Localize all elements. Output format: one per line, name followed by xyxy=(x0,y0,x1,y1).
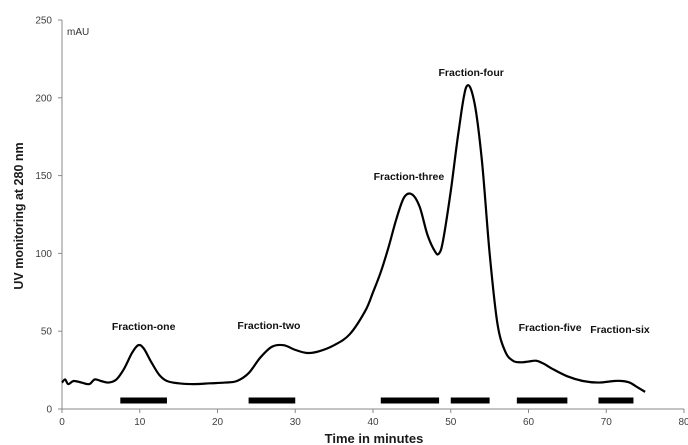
series-line-layer xyxy=(61,84,646,393)
y-tick-label: 150 xyxy=(35,171,52,182)
fraction-label: Fraction-two xyxy=(237,320,300,332)
fraction-bar xyxy=(380,397,440,404)
x-tick-label: 0 xyxy=(59,417,65,428)
y-axis-title: UV monitoring at 280 nm xyxy=(12,142,26,289)
fraction-bars xyxy=(120,397,634,404)
y-tick-label: 250 xyxy=(35,16,52,27)
y-tick-label: 50 xyxy=(41,327,53,338)
fraction-bar xyxy=(450,397,490,404)
fraction-label: Fraction-three xyxy=(374,171,445,183)
fraction-label: Fraction-six xyxy=(590,324,650,336)
x-tick-label: 50 xyxy=(445,417,457,428)
tick-labels: 0 10 20 30 40 50 60 70 80 0 50 100 150 200 250 xyxy=(35,16,688,429)
x-tick-label: 30 xyxy=(290,417,302,428)
series-line xyxy=(61,84,646,393)
y-tick-label: 100 xyxy=(35,249,52,260)
y-tick-label: 0 xyxy=(46,405,52,416)
fraction-label: Fraction-four xyxy=(439,67,504,79)
x-tick-label: 70 xyxy=(601,417,613,428)
fraction-bar xyxy=(120,397,167,404)
fraction-label: Fraction-five xyxy=(519,322,582,334)
x-tick-label: 10 xyxy=(134,417,146,428)
fraction-label: Fraction-one xyxy=(112,321,176,333)
fraction-bar xyxy=(598,397,634,404)
fraction-bar xyxy=(516,397,568,404)
y-tick-label: 200 xyxy=(35,93,52,104)
y-unit-label: mAU xyxy=(67,27,89,38)
x-tick-label: 20 xyxy=(212,417,224,428)
fraction-bar xyxy=(248,397,296,404)
x-tick-label: 80 xyxy=(678,417,688,428)
x-axis-title: Time in minutes xyxy=(325,431,424,445)
x-tick-label: 40 xyxy=(367,417,379,428)
fraction-labels: Fraction-one Fraction-two Fraction-three Fr… xyxy=(112,67,650,336)
x-tick-label: 60 xyxy=(523,417,535,428)
axes xyxy=(58,19,685,413)
